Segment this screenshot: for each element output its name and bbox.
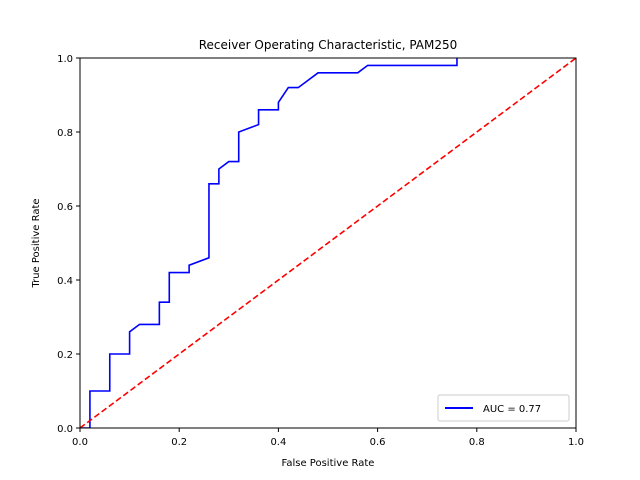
x-axis-label: False Positive Rate [282, 458, 375, 469]
y-tick-label: 0.4 [57, 276, 73, 287]
plot-area [79, 57, 577, 429]
legend: AUC = 0.77 [437, 394, 570, 422]
x-tick-label: 0.6 [370, 437, 386, 448]
y-tick-label: 1.0 [57, 54, 73, 65]
x-tick-label: 0.2 [171, 437, 187, 448]
plot-frame [79, 57, 577, 429]
x-tick-label: 0.8 [469, 437, 485, 448]
y-tick-label: 0.8 [57, 128, 73, 139]
chart-title: Receiver Operating Characteristic, PAM25… [199, 38, 458, 52]
chance-diagonal-line [80, 58, 576, 428]
legend-box [437, 394, 570, 422]
legend-entry-auc: AUC = 0.77 [483, 404, 541, 415]
y-axis-label: True Positive Rate [31, 198, 42, 288]
x-tick-label: 0.4 [270, 437, 286, 448]
y-tick-label: 0.6 [57, 202, 73, 213]
x-tick-label: 0.0 [72, 437, 88, 448]
y-axis-ticks: 0.0 0.2 0.4 0.6 0.8 1.0 [57, 54, 80, 435]
y-tick-label: 0.0 [57, 424, 73, 435]
roc-curve-line [80, 58, 458, 428]
x-axis-ticks: 0.0 0.2 0.4 0.6 0.8 1.0 [72, 428, 584, 448]
y-tick-label: 0.2 [57, 350, 73, 361]
x-tick-label: 1.0 [568, 437, 584, 448]
